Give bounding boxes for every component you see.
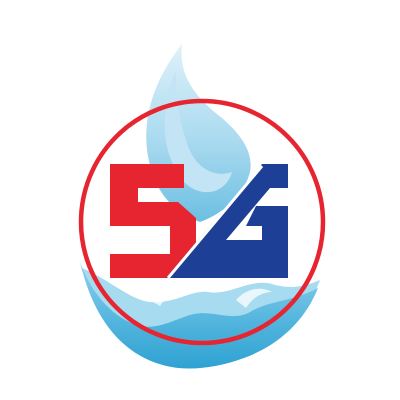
digit-five [110,164,196,278]
red-ring [78,98,326,346]
wave-curl-left [150,289,186,306]
wave-front [80,262,318,369]
water-waves [80,262,320,369]
flame-inner-curl [164,70,232,193]
flame-shape [146,44,251,222]
letter-divider [166,165,264,279]
wave-curl-mid [206,277,232,292]
wave-curl-right [236,288,272,308]
letter-g [166,164,288,278]
flame-upper [146,44,251,222]
